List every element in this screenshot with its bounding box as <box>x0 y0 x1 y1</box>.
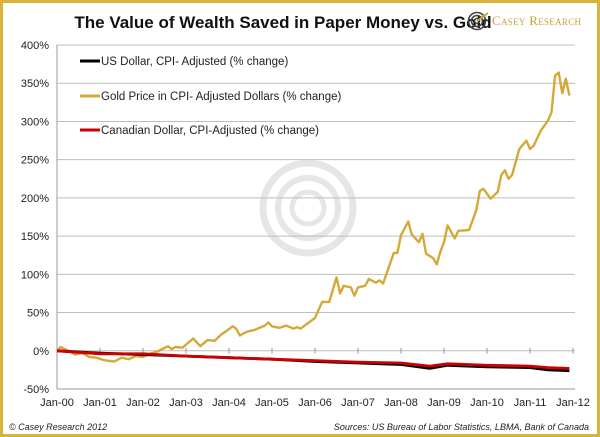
y-tick-label: 300% <box>21 116 49 128</box>
legend-label: US Dollar, CPI- Adjusted (% change) <box>101 56 288 68</box>
x-tick-label: Jan-06 <box>298 397 332 409</box>
copyright-text: © Casey Research 2012 <box>9 422 108 432</box>
y-tick-label: 400% <box>21 40 49 52</box>
x-tick-label: Jan-11 <box>514 397 547 409</box>
y-tick-label: 0% <box>33 346 49 358</box>
x-tick-label: Jan-00 <box>40 397 74 409</box>
legend-label: Canadian Dollar, CPI-Adjusted (% change) <box>101 125 319 137</box>
x-tick-label: Jan-02 <box>126 397 160 409</box>
y-tick-label: 350% <box>21 78 49 90</box>
y-tick-label: 200% <box>21 193 49 205</box>
series-line-1 <box>56 71 571 363</box>
x-tick-label: Jan-12 <box>556 397 590 409</box>
x-tick-label: Jan-09 <box>427 397 461 409</box>
x-tick-label: Jan-08 <box>384 397 418 409</box>
chart-title: The Value of Wealth Saved in Paper Money… <box>74 13 492 32</box>
y-tick-label: -50% <box>23 384 49 396</box>
legend-label: Gold Price in CPI- Adjusted Dollars (% c… <box>101 91 341 103</box>
plot-area: 400% 350% 300% 250% 200% 150% 100% 50% 0% -50% Ja… <box>21 40 590 409</box>
watermark-spiral-icon <box>259 159 357 257</box>
casey-research-logo: Casey Research <box>467 11 581 31</box>
x-tick-label: Jan-10 <box>470 397 504 409</box>
x-tick-label: Jan-07 <box>341 397 375 409</box>
logo-spiral-icon <box>467 11 489 31</box>
x-tick-label: Jan-03 <box>169 397 203 409</box>
y-tick-label: 100% <box>21 269 49 281</box>
logo-text: Casey Research <box>492 13 582 28</box>
x-tick-label: Jan-05 <box>255 397 289 409</box>
x-tick-label: Jan-04 <box>212 397 246 409</box>
sources-text: Sources: US Bureau of Labor Statistics, … <box>333 422 589 432</box>
x-tick-label: Jan-01 <box>83 397 117 409</box>
y-tick-label: 150% <box>21 231 49 243</box>
y-tick-label: 250% <box>21 155 49 167</box>
y-tick-label: 50% <box>27 308 49 320</box>
series-line-2 <box>56 349 570 370</box>
